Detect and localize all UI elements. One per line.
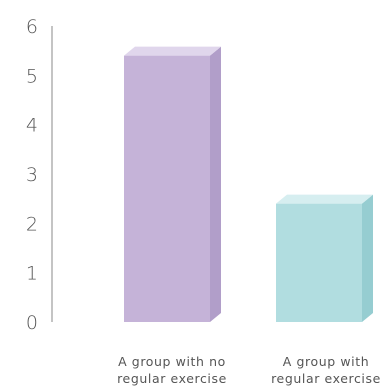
y-tick-label: 5 [26,65,38,87]
bar-top-face [124,46,221,56]
y-tick-label: 4 [26,115,38,137]
y-tick-label: 6 [26,16,38,38]
y-tick-label: 2 [26,213,38,235]
category-label: A group with no [118,354,226,369]
y-tick-label: 3 [26,164,38,186]
category-labels: A group with no regular exercise A group w… [117,354,381,386]
category-label: A group with [283,354,370,369]
y-tick-label: 0 [26,312,38,334]
bar [276,194,373,322]
category-label: regular exercise [117,371,227,386]
bar-side-face [362,194,373,322]
bars [124,46,373,322]
bar-side-face [210,46,221,322]
bar [124,46,221,322]
category-label: regular exercise [271,371,381,386]
bar-front-face [276,203,362,322]
bar-front-face [124,55,210,322]
y-axis-ticks: 0 1 2 3 4 5 6 [26,16,38,334]
bar-top-face [276,194,373,204]
y-tick-label: 1 [26,263,38,285]
